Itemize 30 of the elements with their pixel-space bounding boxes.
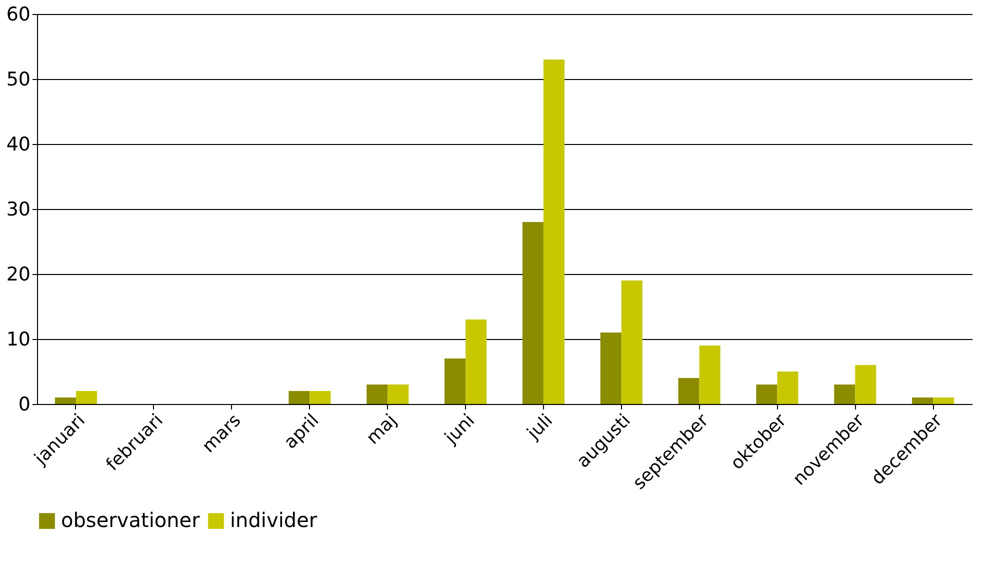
legend-label: individer bbox=[230, 508, 318, 532]
bar bbox=[444, 358, 466, 404]
bar bbox=[912, 398, 934, 404]
bar bbox=[76, 391, 97, 404]
bar bbox=[366, 384, 388, 404]
y-tick-label: 20 bbox=[6, 264, 30, 286]
bar bbox=[834, 384, 856, 404]
y-tick-label: 0 bbox=[18, 394, 30, 416]
bar bbox=[543, 60, 564, 404]
bar bbox=[699, 346, 720, 404]
bar bbox=[466, 320, 487, 404]
bar bbox=[621, 280, 642, 404]
bar bbox=[678, 378, 700, 404]
y-tick-label: 10 bbox=[6, 328, 30, 350]
bar bbox=[756, 384, 778, 404]
y-tick-label: 30 bbox=[6, 198, 30, 220]
bar bbox=[288, 391, 310, 404]
legend-label: observationer bbox=[61, 508, 201, 532]
bar bbox=[388, 384, 409, 404]
y-tick-label: 40 bbox=[6, 134, 30, 156]
bar bbox=[777, 372, 798, 404]
bar bbox=[600, 332, 622, 404]
bar bbox=[855, 365, 876, 404]
bar bbox=[54, 398, 76, 404]
x-tick-label: juli bbox=[522, 410, 557, 444]
bar bbox=[522, 222, 544, 404]
bar bbox=[310, 391, 331, 404]
y-tick-label: 50 bbox=[6, 68, 30, 90]
bar bbox=[933, 398, 954, 404]
y-tick-label: 60 bbox=[6, 4, 30, 26]
